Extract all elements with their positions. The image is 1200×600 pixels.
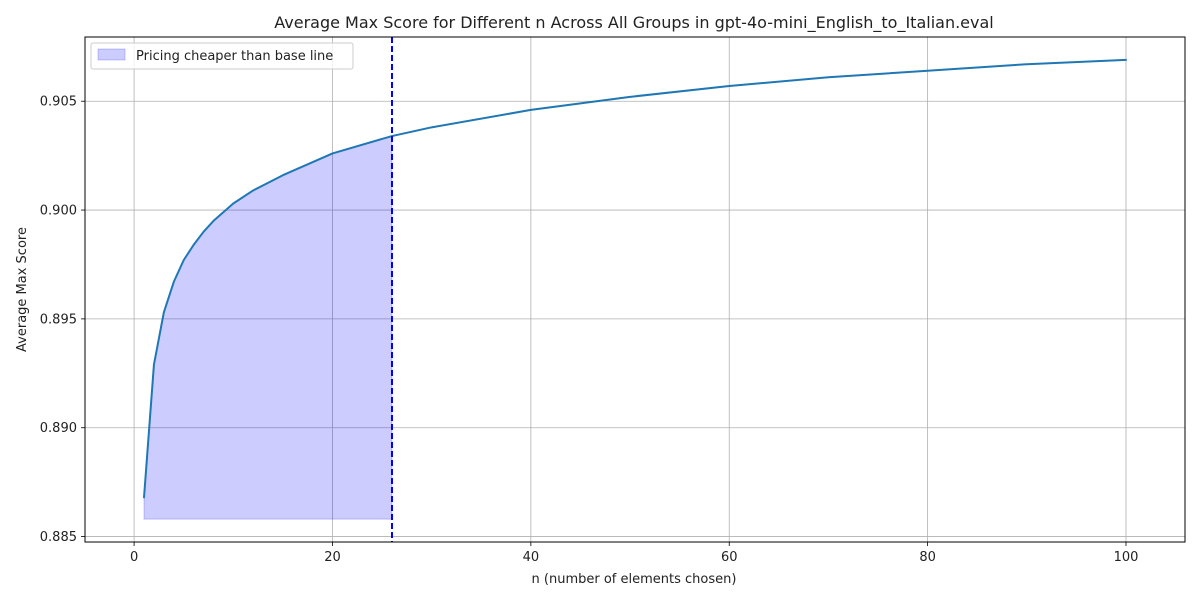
plot-frame xyxy=(84,36,1186,543)
series-lines xyxy=(143,58,1127,499)
x-tick-label: 0 xyxy=(130,550,138,565)
series-line xyxy=(143,58,1127,499)
legend-swatch xyxy=(97,48,126,61)
y-tick-label: 0.905 xyxy=(40,95,77,110)
y-tick-label: 0.900 xyxy=(40,204,77,219)
x-tick-label: 40 xyxy=(523,550,540,565)
y-tick-label: 0.885 xyxy=(40,530,77,545)
grid xyxy=(85,37,1185,542)
x-tick-label: 20 xyxy=(324,550,341,565)
x-tick-label: 80 xyxy=(919,550,936,565)
chart-title: Average Max Score for Different n Across… xyxy=(274,13,993,33)
x-tick-label: 60 xyxy=(721,550,738,565)
legend-label: Pricing cheaper than base line xyxy=(136,49,333,64)
y-tick-label: 0.895 xyxy=(40,312,77,327)
y-axis-title: Average Max Score xyxy=(15,227,30,352)
legend: Pricing cheaper than base line xyxy=(90,42,354,70)
y-tick-label: 0.890 xyxy=(40,421,77,436)
axis-ticks: 0 20 40 60 80 100 0.885 0.890 0.895 0.900 0.905 xyxy=(40,95,1139,565)
x-axis-title: n (number of elements chosen) xyxy=(532,572,737,587)
legend-box xyxy=(90,42,354,70)
x-tick-label: 100 xyxy=(1114,550,1139,565)
